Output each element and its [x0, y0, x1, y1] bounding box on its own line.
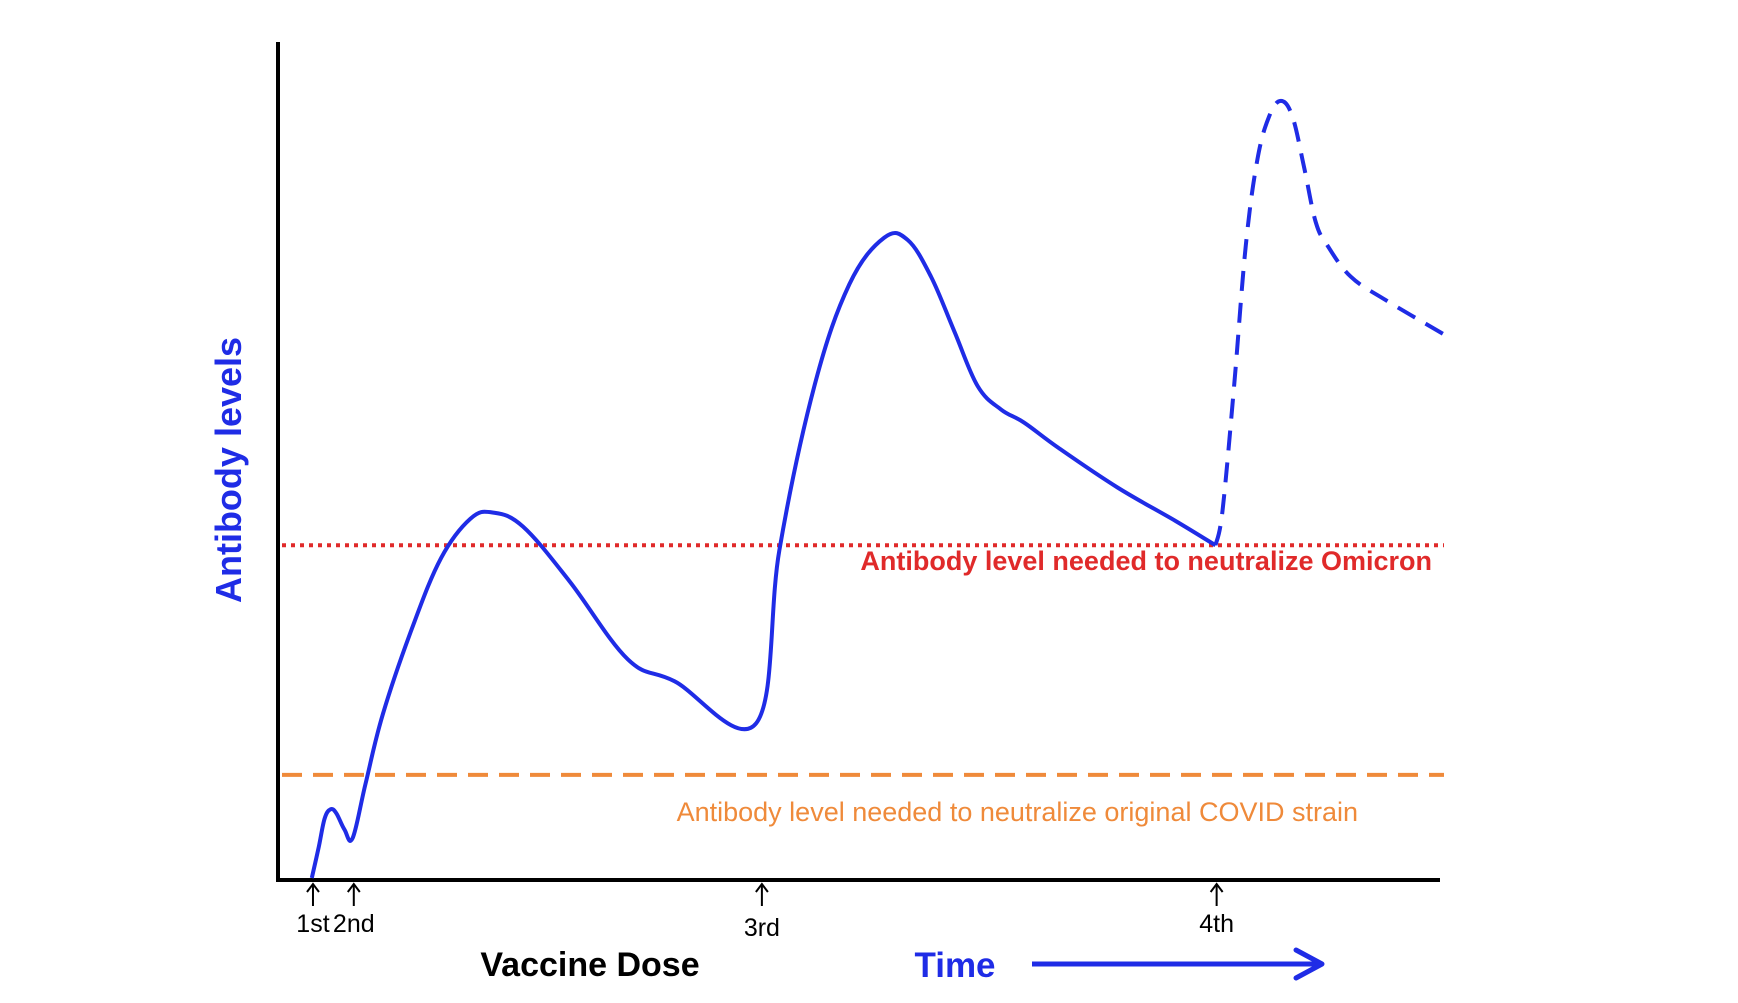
time-label: Time: [914, 946, 995, 985]
antibody-curve-dashed: [1213, 98, 1446, 546]
antibody-curve-solid: [309, 230, 1217, 879]
dose-label-3rd: 3rd: [744, 914, 780, 942]
dose-arrow-icon: [306, 882, 320, 893]
dose-label-1st: 1st: [296, 910, 329, 938]
dose-marker-layer: 1st 2nd 3rd 4th: [296, 882, 1234, 942]
dose-arrow-icon: [1209, 882, 1224, 893]
dose-arrow-icon: [346, 882, 361, 893]
dose-label-2nd: 2nd: [333, 910, 375, 938]
omicron-threshold-label: Antibody level needed to neutralize Omic…: [860, 546, 1432, 576]
dose-arrow-icon: [755, 882, 769, 893]
original-threshold-label: Antibody level needed to neutralize orig…: [677, 797, 1358, 827]
x-axis-label: Vaccine Dose: [480, 946, 699, 984]
time-arrow-icon: [1293, 947, 1325, 981]
series-layer: [309, 98, 1446, 879]
y-axis-label: Antibody levels: [208, 337, 249, 603]
dose-label-4th: 4th: [1199, 910, 1234, 938]
threshold-layer: [282, 543, 1444, 777]
